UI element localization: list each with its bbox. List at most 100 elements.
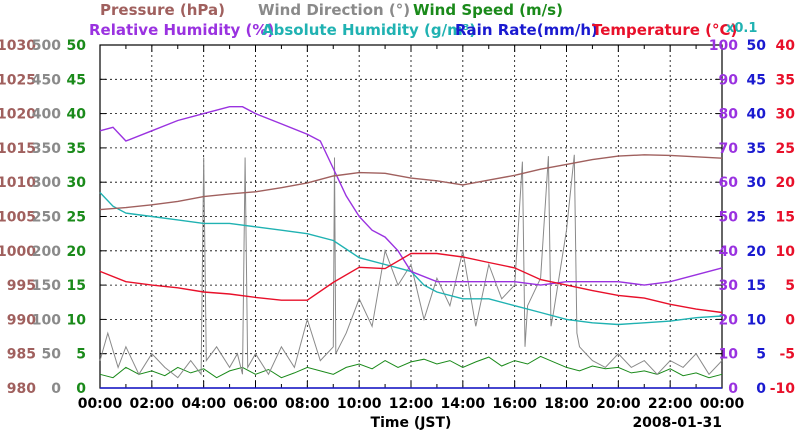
wind-speed-tick-label: 30: [67, 175, 87, 191]
x-tick-label: 22:00: [648, 396, 693, 412]
wind-direction-tick-label: 350: [32, 141, 61, 157]
wind-speed-tick-label: 40: [67, 107, 87, 123]
wind-direction-tick-label: 50: [42, 347, 62, 363]
rain-rate-tick-label: 15: [747, 278, 766, 294]
pressure-tick-label: 990: [7, 312, 36, 328]
wind-speed-tick-label: 25: [67, 210, 86, 226]
relative-humidity-tick-label: 10: [719, 347, 739, 363]
relative-humidity-tick-label: 20: [719, 312, 739, 328]
title-relative-humidity: Relative Humidity (%): [89, 21, 274, 39]
wind-direction-tick-label: 100: [32, 312, 61, 328]
title-absolute-humidity-g-m: Absolute Humidity (g/m³): [262, 21, 476, 39]
wind-direction-tick-label: 300: [32, 175, 61, 191]
relative-humidity-tick-label: 90: [719, 72, 739, 88]
pressure-tick-label: 1010: [0, 175, 36, 191]
grid: [99, 44, 723, 389]
relative-humidity-tick-label: 30: [719, 278, 739, 294]
rain-rate-tick-label: 10: [747, 312, 767, 328]
title-temperature-c: Temperature (°C): [592, 21, 737, 39]
rain-rate-tick-label: 25: [747, 210, 766, 226]
x-axis: Time (JST) 2008-01-31: [371, 415, 722, 431]
rain-rate-tick-label: 50: [747, 38, 767, 54]
chart-titles: Pressure (hPa) Wind Direction (°) Wind Spe…: [89, 1, 757, 39]
pressure-tick-label: 1025: [0, 72, 36, 88]
series-temperature: [99, 252, 723, 314]
axes: 9809859909951000100510101015102010251030…: [0, 38, 795, 412]
title-wind-direction: Wind Direction (°): [258, 1, 410, 19]
wind-direction-tick-label: 150: [32, 278, 61, 294]
temperature-tick-label: 40: [776, 38, 796, 54]
title-rain-rate-mm-h: Rain Rate(mm/h): [455, 21, 598, 39]
relative-humidity-tick-label: 70: [719, 141, 739, 157]
wind-speed-tick-label: 0: [76, 381, 86, 397]
wind-speed-tick-label: 15: [67, 278, 86, 294]
temperature-tick-label: 20: [776, 175, 796, 191]
pressure-tick-label: 1000: [0, 244, 36, 260]
x-axis-title: Time (JST): [371, 415, 452, 431]
pressure-tick-label: 1015: [0, 141, 36, 157]
wind-speed-tick-label: 35: [67, 141, 86, 157]
temperature-tick-label: 25: [776, 141, 795, 157]
wind-speed-tick-label: 45: [67, 72, 86, 88]
pressure-tick-label: 980: [7, 381, 36, 397]
pressure-tick-label: 1020: [0, 107, 36, 123]
wind-direction-tick-label: 450: [32, 72, 61, 88]
x-tick-label: 20:00: [596, 396, 641, 412]
temperature-tick-label: -10: [770, 381, 796, 397]
series-wind-direction: [99, 154, 723, 379]
wind-speed-tick-label: 5: [76, 347, 86, 363]
pressure-tick-label: 985: [7, 347, 36, 363]
relative-humidity-tick-label: 100: [709, 38, 738, 54]
x-tick-label: 02:00: [130, 396, 175, 412]
rain-rate-tick-label: 30: [747, 175, 767, 191]
rain-scale-note: x0.1: [726, 21, 757, 36]
temperature-tick-label: 30: [776, 107, 796, 123]
x-tick-label: 06:00: [233, 396, 278, 412]
x-tick-label: 04:00: [181, 396, 226, 412]
relative-humidity-tick-label: 50: [719, 210, 739, 226]
series-absolute-humidity: [99, 192, 723, 326]
wind-direction-tick-label: 200: [32, 244, 61, 260]
wind-direction-tick-label: 500: [32, 38, 61, 54]
wind-direction-tick-label: 250: [32, 210, 61, 226]
wind-speed-tick-label: 10: [67, 312, 87, 328]
temperature-tick-label: 0: [785, 312, 795, 328]
temperature-tick-label: 15: [776, 210, 795, 226]
pressure-tick-label: 1030: [0, 38, 36, 54]
relative-humidity-tick-label: 0: [728, 381, 738, 397]
temperature-tick-label: 10: [776, 244, 796, 260]
rain-rate-tick-label: 40: [747, 107, 767, 123]
x-tick-label: 08:00: [285, 396, 330, 412]
x-tick-label: 14:00: [441, 396, 486, 412]
series-relative-humidity: [99, 105, 723, 286]
temperature-tick-label: -5: [779, 347, 795, 363]
series-pressure: [99, 154, 723, 211]
rain-rate-tick-label: 0: [756, 381, 766, 397]
rain-rate-tick-label: 20: [747, 244, 767, 260]
x-tick-label: 10:00: [337, 396, 382, 412]
x-tick-label: 12:00: [389, 396, 434, 412]
x-tick-label: 18:00: [544, 396, 589, 412]
rain-rate-tick-label: 45: [747, 72, 766, 88]
series-wind-speed: [99, 355, 723, 379]
wind-speed-tick-label: 50: [67, 38, 87, 54]
wind-direction-tick-label: 0: [51, 381, 61, 397]
relative-humidity-tick-label: 60: [719, 175, 739, 191]
temperature-tick-label: 5: [785, 278, 795, 294]
wind-direction-tick-label: 400: [32, 107, 61, 123]
rain-rate-tick-label: 5: [756, 347, 766, 363]
wind-speed-tick-label: 20: [67, 244, 87, 260]
title-pressure-hpa: Pressure (hPa): [100, 1, 225, 19]
relative-humidity-tick-label: 80: [719, 107, 739, 123]
temperature-tick-label: 35: [776, 72, 795, 88]
relative-humidity-tick-label: 40: [719, 244, 739, 260]
series: [99, 105, 723, 389]
title-wind-speed-m-s: Wind Speed (m/s): [413, 1, 563, 19]
x-tick-label: 00:00: [78, 396, 123, 412]
pressure-tick-label: 1005: [0, 210, 36, 226]
x-tick-label: 00:00: [700, 396, 745, 412]
pressure-tick-label: 995: [7, 278, 36, 294]
rain-rate-tick-label: 35: [747, 141, 766, 157]
